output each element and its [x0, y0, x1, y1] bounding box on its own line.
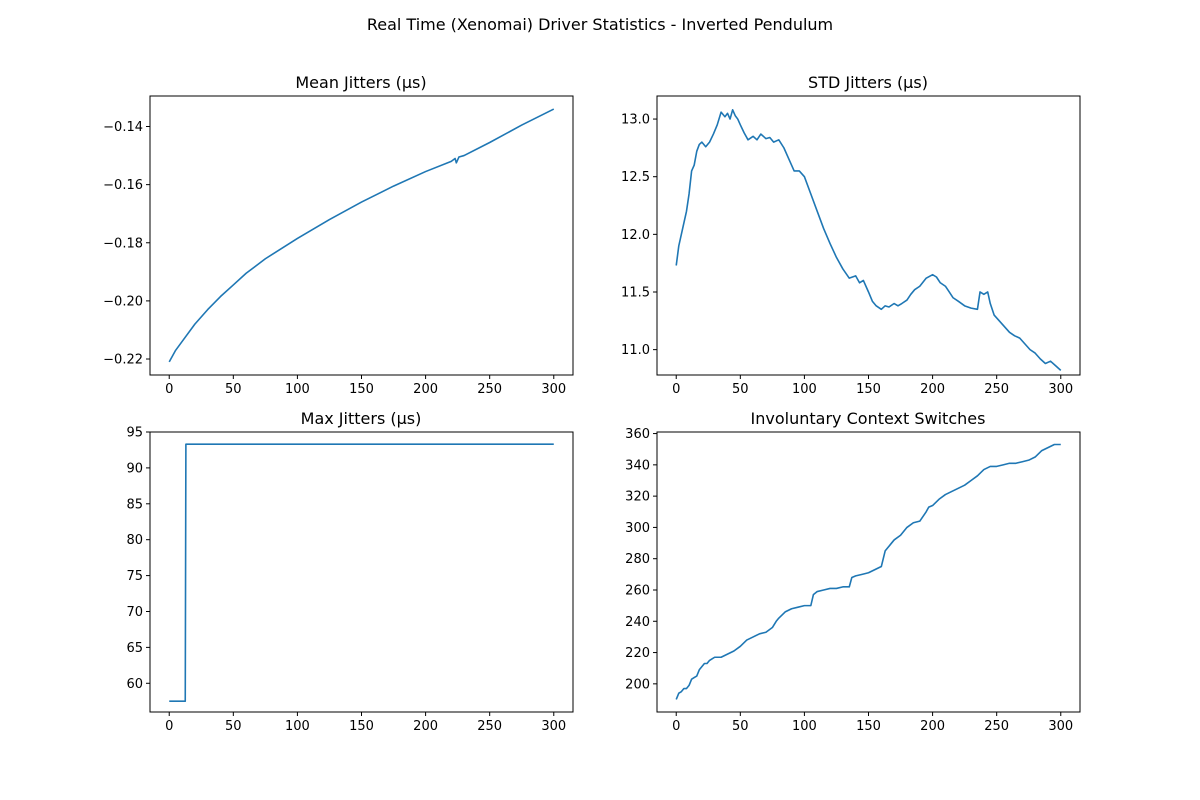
x-tick-label: 0	[672, 719, 680, 734]
x-tick-label: 0	[672, 382, 680, 397]
y-tick-label: 340	[625, 458, 650, 473]
y-tick-label: −0.20	[103, 294, 143, 309]
series-line	[169, 443, 554, 703]
y-tick-label: 12.0	[621, 228, 650, 243]
y-tick-label: 95	[126, 426, 143, 441]
y-tick-label: 260	[625, 583, 650, 598]
y-tick-label: 240	[625, 615, 650, 630]
x-tick-label: 100	[285, 382, 310, 397]
y-tick-label: −0.16	[103, 178, 143, 193]
subplot-max-jitters: Max Jitters (µs) 0 50 100 150 200 250 300 60 65 7…	[126, 409, 574, 734]
subplot-title: Mean Jitters (µs)	[295, 73, 426, 92]
figure-title: Real Time (Xenomai) Driver Statistics - …	[367, 15, 833, 34]
y-tick-label: 75	[126, 569, 143, 584]
y-tick-label: 85	[126, 497, 143, 512]
subplot-context-switches: Involuntary Context Switches 0 50 100 150 20…	[625, 409, 1081, 734]
x-tick-label: 250	[477, 719, 502, 734]
x-tick-label: 50	[732, 382, 749, 397]
x-tick-label: 300	[1048, 382, 1073, 397]
x-tick-label: 200	[920, 382, 945, 397]
subplot-title: Max Jitters (µs)	[301, 409, 422, 428]
y-tick-label: 320	[625, 490, 650, 505]
y-tick-label: 90	[126, 461, 143, 476]
x-tick-label: 250	[984, 719, 1009, 734]
y-tick-label: −0.22	[103, 353, 143, 368]
y-tick-label: 13.0	[621, 113, 650, 128]
y-tick-label: 65	[126, 641, 143, 656]
x-tick-label: 200	[413, 382, 438, 397]
y-tick-label: 80	[126, 533, 143, 548]
x-tick-label: 250	[477, 382, 502, 397]
x-tick-label: 150	[856, 382, 881, 397]
x-tick-label: 100	[792, 382, 817, 397]
y-tick-label: 12.5	[621, 170, 650, 185]
x-tick-label: 200	[920, 719, 945, 734]
subplot-mean-jitters: Mean Jitters (µs) 0 50 100 150 200 250 300 −0.2…	[103, 73, 574, 397]
x-tick-label: 150	[349, 719, 374, 734]
y-tick-label: 11.5	[621, 285, 650, 300]
x-tick-label: 150	[856, 719, 881, 734]
x-tick-label: 300	[541, 382, 566, 397]
x-tick-label: 0	[165, 719, 173, 734]
x-tick-label: 100	[792, 719, 817, 734]
subplot-title: Involuntary Context Switches	[751, 409, 986, 428]
subplot-title: STD Jitters (µs)	[808, 73, 928, 92]
x-tick-label: 300	[541, 719, 566, 734]
series-line	[675, 443, 1061, 700]
y-tick-label: 300	[625, 521, 650, 536]
x-tick-label: 250	[984, 382, 1009, 397]
series-line	[168, 108, 555, 363]
x-tick-label: 150	[349, 382, 374, 397]
x-tick-label: 300	[1048, 719, 1073, 734]
y-tick-label: 280	[625, 552, 650, 567]
x-tick-label: 50	[732, 719, 749, 734]
x-tick-label: 200	[413, 719, 438, 734]
x-tick-label: 50	[225, 382, 242, 397]
y-tick-label: 70	[126, 605, 143, 620]
y-tick-label: 60	[126, 677, 143, 692]
x-tick-label: 0	[165, 382, 173, 397]
y-tick-label: −0.18	[103, 236, 143, 251]
y-tick-label: −0.14	[103, 120, 143, 135]
x-tick-label: 50	[225, 719, 242, 734]
y-tick-label: 360	[625, 427, 650, 442]
y-tick-label: 11.0	[621, 343, 650, 358]
series-line	[675, 109, 1062, 371]
subplot-std-jitters: STD Jitters (µs) 0 50 100 150 200 250 300 11.0 1…	[621, 73, 1081, 397]
y-tick-label: 200	[625, 677, 650, 692]
x-tick-label: 100	[285, 719, 310, 734]
y-tick-label: 220	[625, 646, 650, 661]
